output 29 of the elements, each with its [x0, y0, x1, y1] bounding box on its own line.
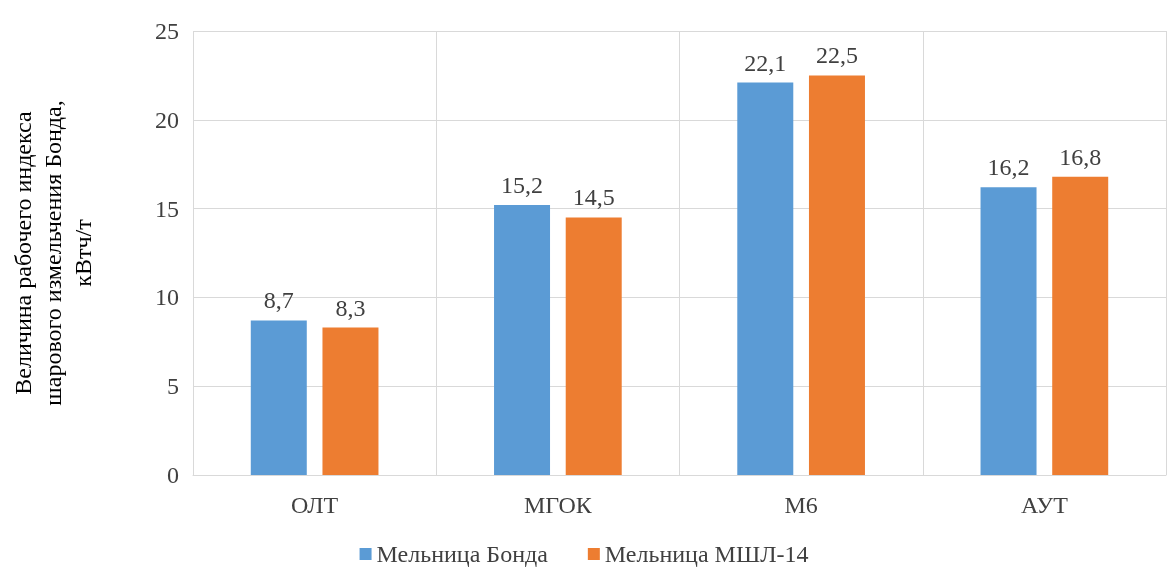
data-label: 14,5 [572, 184, 615, 211]
x-tick-label: ОЛТ [291, 492, 339, 518]
bar [250, 320, 307, 475]
y-tick-label: 25 [155, 18, 179, 44]
y-axis-title: Величина рабочего индекса шарового измельчения Бонда, кВтч/т [10, 100, 96, 406]
y-tick-label: 5 [167, 373, 179, 400]
y-tick-label: 20 [155, 106, 179, 133]
bar [565, 217, 622, 475]
y-tick-label: 15 [155, 195, 179, 222]
x-tick-label: МГОК [523, 492, 593, 518]
y-tick-label: 0 [167, 462, 179, 488]
bar [737, 82, 794, 475]
y-tick-label: 10 [155, 284, 179, 311]
bar [322, 327, 379, 475]
data-label: 8,7 [263, 287, 294, 314]
bar [808, 75, 865, 475]
data-label: 15,2 [501, 172, 544, 199]
data-label: 16,8 [1059, 143, 1102, 170]
x-tick-label: М6 [784, 492, 818, 518]
bar [1052, 176, 1109, 475]
bar [980, 187, 1037, 475]
data-label: 22,5 [815, 42, 858, 69]
bar [494, 205, 551, 475]
x-tick-label: АУТ [1020, 492, 1069, 518]
data-label: 16,2 [987, 154, 1030, 181]
data-label: 8,3 [335, 294, 366, 321]
legend-label: Мельница Бонда [376, 541, 549, 567]
legend-label: Мельница МШЛ-14 [604, 541, 809, 567]
data-label: 22,1 [744, 49, 787, 76]
